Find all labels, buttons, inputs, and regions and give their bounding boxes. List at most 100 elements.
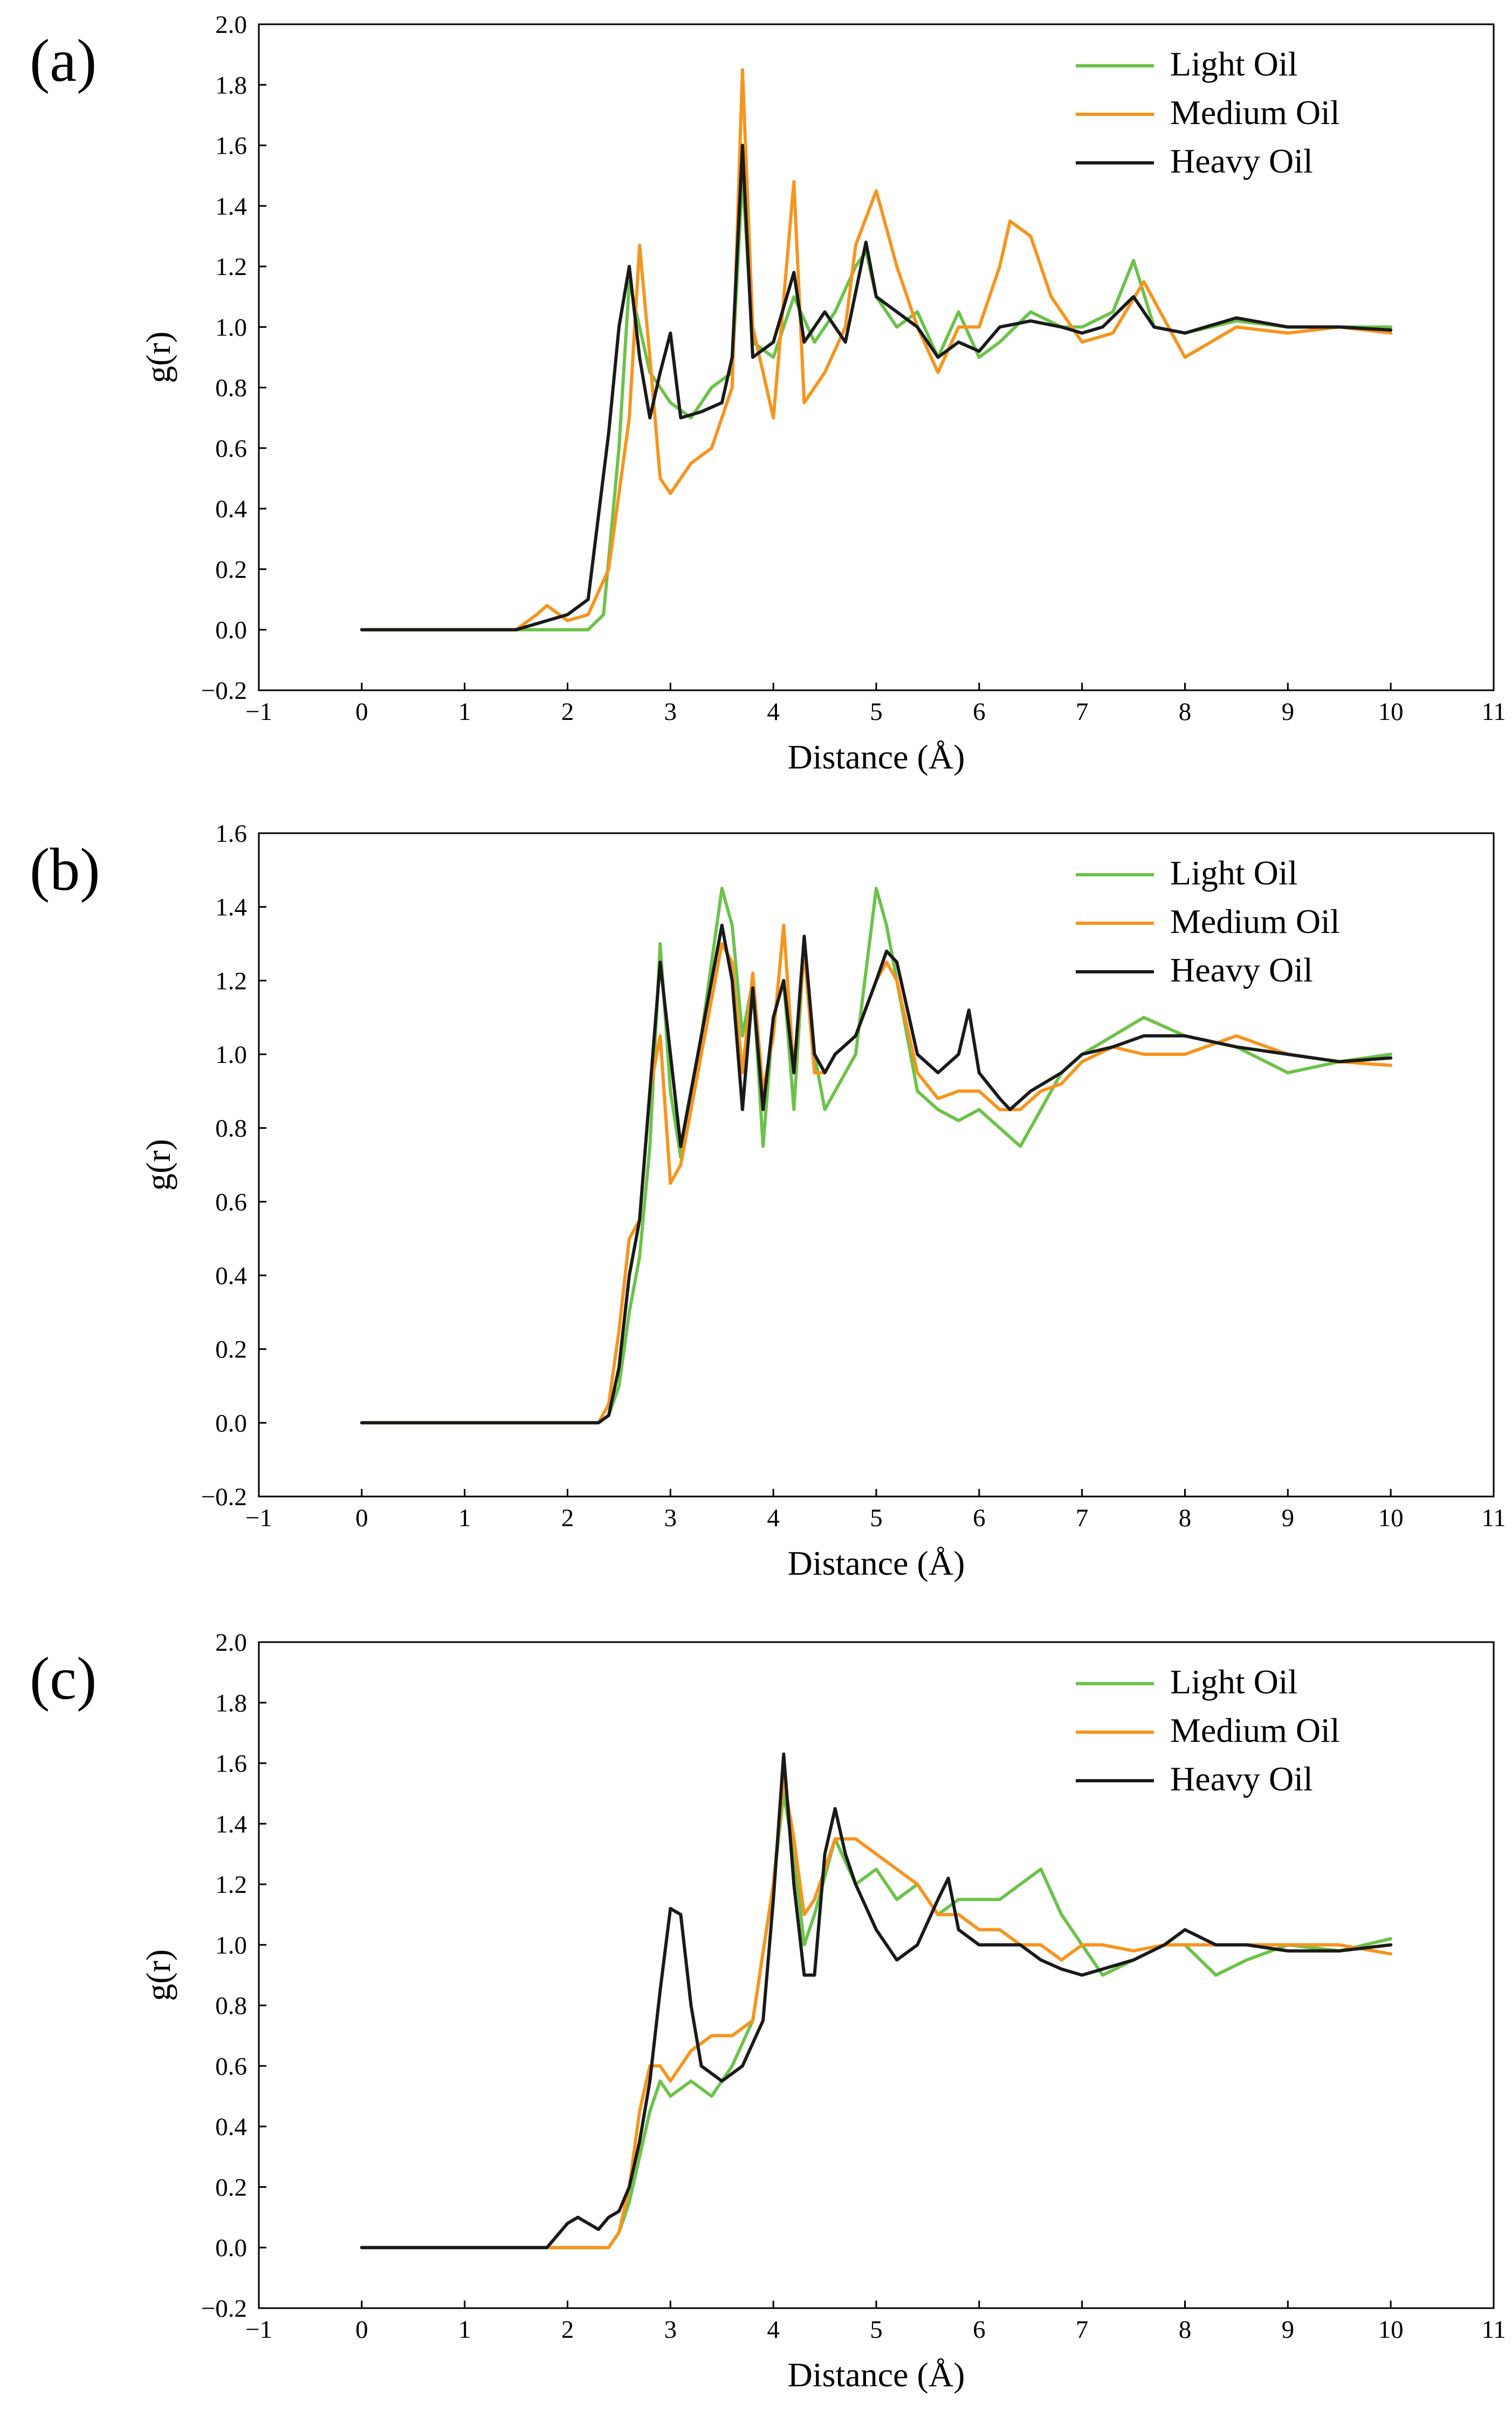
x-tick-label: 3 <box>664 698 677 726</box>
x-tick-label: 1 <box>458 1504 471 1532</box>
legend-label: Light Oil <box>1170 854 1297 892</box>
x-tick-label: 5 <box>870 2316 883 2344</box>
x-axis-title: Distance (Å) <box>788 738 965 776</box>
x-tick-label: 5 <box>870 698 883 726</box>
y-tick-label: −0.2 <box>201 2295 247 2323</box>
x-tick-label: 3 <box>664 2316 677 2344</box>
y-tick-label: 0.8 <box>215 1992 247 2020</box>
x-tick-label: 6 <box>973 1504 986 1532</box>
y-tick-label: 2.0 <box>215 11 247 39</box>
y-tick-label: 1.6 <box>215 132 247 160</box>
x-tick-label: 7 <box>1076 698 1089 726</box>
y-tick-label: 1.2 <box>215 253 247 281</box>
y-tick-label: 1.6 <box>215 820 247 848</box>
x-tick-label: 4 <box>767 1504 780 1532</box>
y-tick-label: 0.6 <box>215 2053 247 2081</box>
y-tick-label: 0.2 <box>215 555 247 584</box>
x-tick-label: 2 <box>561 698 574 726</box>
x-tick-label: 0 <box>355 1504 368 1532</box>
x-tick-label: 5 <box>870 1504 883 1532</box>
y-tick-label: 0.0 <box>215 616 247 644</box>
series-line-heavy-oil <box>360 923 1393 1425</box>
x-axis-title: Distance (Å) <box>788 1544 965 1582</box>
x-tick-label: 10 <box>1378 2316 1404 2344</box>
y-tick-label: 0.8 <box>215 1115 247 1143</box>
y-tick-label: 1.4 <box>215 193 247 221</box>
legend-label: Heavy Oil <box>1170 951 1313 989</box>
y-tick-label: 1.4 <box>215 1810 247 1838</box>
x-tick-label: 8 <box>1179 698 1192 726</box>
series-line-heavy-oil <box>360 1752 1393 2249</box>
y-tick-label: 1.0 <box>215 1041 247 1069</box>
y-axis-title: g(r) <box>139 1139 177 1191</box>
x-tick-label: 7 <box>1076 1504 1089 1532</box>
y-tick-label: 0.4 <box>215 495 247 523</box>
series-line-heavy-oil <box>360 143 1393 631</box>
x-tick-label: 11 <box>1481 2316 1506 2344</box>
legend-label: Medium Oil <box>1170 902 1340 941</box>
series-line-medium-oil <box>360 68 1393 631</box>
x-tick-label: 9 <box>1282 698 1295 726</box>
panel-label: (c) <box>30 1645 97 1712</box>
y-axis-title: g(r) <box>139 1950 177 2001</box>
legend-label: Light Oil <box>1170 1663 1297 1701</box>
x-tick-label: 4 <box>767 698 780 726</box>
series-line-light-oil <box>360 174 1393 631</box>
legend: Light Oil Medium Oil Heavy Oil <box>1076 1663 1340 1798</box>
panel-label: (a) <box>30 28 97 94</box>
legend-label: Heavy Oil <box>1170 1760 1313 1798</box>
x-tick-label: 6 <box>973 2316 986 2344</box>
y-tick-label: 0.6 <box>215 435 247 463</box>
x-tick-label: 1 <box>458 698 471 726</box>
x-tick-label: −1 <box>245 1504 272 1532</box>
y-tick-label: −0.2 <box>201 677 247 705</box>
legend-label: Heavy Oil <box>1170 142 1313 180</box>
chart-panel-c: −1 0 1 2 3 4 5 6 7 8 9 10 11 −0.2 0.0 0.2 0.4 0.6 0.8 1.0 1.… <box>30 1629 1506 2394</box>
y-tick-label: 0.6 <box>215 1188 247 1216</box>
x-tick-label: 1 <box>458 2316 471 2344</box>
y-tick-label: 0.2 <box>215 1336 247 1364</box>
y-tick-label: 1.4 <box>215 894 247 922</box>
series-line-medium-oil <box>360 1776 1393 2249</box>
x-tick-label: 2 <box>561 2316 574 2344</box>
x-tick-label: 11 <box>1481 698 1506 726</box>
x-tick-label: 9 <box>1282 1504 1295 1532</box>
chart-panel-b: −1 0 1 2 3 4 5 6 7 8 9 10 11 −0.2 0.0 0.2 0.4 0.6 0.8 1.0 1.… <box>30 820 1506 1582</box>
y-axis-title: g(r) <box>139 332 177 383</box>
y-tick-label: −0.2 <box>201 1483 247 1511</box>
legend: Light Oil Medium Oil Heavy Oil <box>1076 45 1340 180</box>
y-tick-label: 0.4 <box>215 2113 247 2141</box>
x-tick-label: 9 <box>1282 2316 1295 2344</box>
x-tick-label: 6 <box>973 698 986 726</box>
x-tick-label: −1 <box>245 2316 272 2344</box>
x-tick-label: 0 <box>355 2316 368 2344</box>
y-tick-label: 1.0 <box>215 1931 247 1959</box>
y-tick-label: 0.2 <box>215 2173 247 2201</box>
legend: Light Oil Medium Oil Heavy Oil <box>1076 854 1340 989</box>
x-tick-label: 10 <box>1378 698 1404 726</box>
x-tick-label: 7 <box>1076 2316 1089 2344</box>
x-tick-label: 0 <box>355 698 368 726</box>
legend-label: Medium Oil <box>1170 1711 1340 1749</box>
y-tick-label: 2.0 <box>215 1629 247 1657</box>
y-tick-label: 1.2 <box>215 967 247 995</box>
x-tick-label: 8 <box>1179 1504 1192 1532</box>
y-tick-label: 1.8 <box>215 71 247 99</box>
x-tick-label: 8 <box>1179 2316 1192 2344</box>
x-tick-label: 4 <box>767 2316 780 2344</box>
y-tick-label: 0.8 <box>215 374 247 402</box>
legend-label: Medium Oil <box>1170 93 1340 132</box>
legend-label: Light Oil <box>1170 45 1297 83</box>
x-tick-label: 2 <box>561 1504 574 1532</box>
x-tick-label: −1 <box>245 698 272 726</box>
y-tick-label: 1.8 <box>215 1689 247 1717</box>
y-tick-label: 1.6 <box>215 1750 247 1778</box>
y-tick-label: 1.0 <box>215 313 247 341</box>
y-tick-label: 0.0 <box>215 1409 247 1437</box>
x-tick-label: 10 <box>1378 1504 1404 1532</box>
panel-label: (b) <box>30 836 100 903</box>
x-tick-label: 3 <box>664 1504 677 1532</box>
x-axis-title: Distance (Å) <box>788 2356 965 2394</box>
